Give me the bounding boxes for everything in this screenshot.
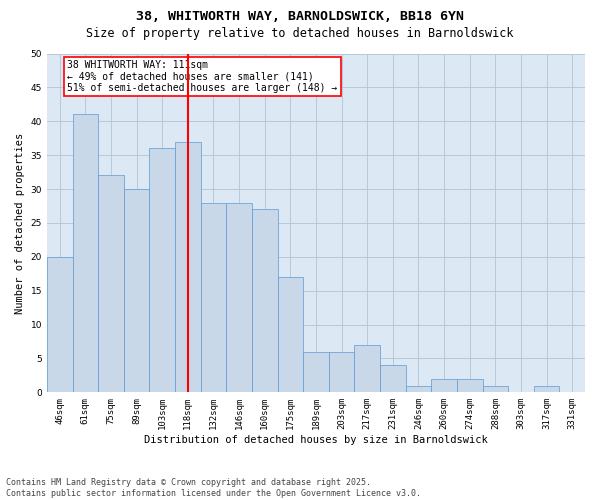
Text: 38 WHITWORTH WAY: 111sqm
← 49% of detached houses are smaller (141)
51% of semi-: 38 WHITWORTH WAY: 111sqm ← 49% of detach… bbox=[67, 60, 338, 94]
Bar bbox=[355, 345, 380, 393]
Bar bbox=[406, 386, 431, 392]
Text: 38, WHITWORTH WAY, BARNOLDSWICK, BB18 6YN: 38, WHITWORTH WAY, BARNOLDSWICK, BB18 6Y… bbox=[136, 10, 464, 23]
Bar bbox=[98, 176, 124, 392]
Bar bbox=[149, 148, 175, 392]
Bar bbox=[200, 202, 226, 392]
X-axis label: Distribution of detached houses by size in Barnoldswick: Distribution of detached houses by size … bbox=[144, 435, 488, 445]
Bar bbox=[303, 352, 329, 393]
Text: Size of property relative to detached houses in Barnoldswick: Size of property relative to detached ho… bbox=[86, 28, 514, 40]
Bar bbox=[175, 142, 200, 392]
Bar bbox=[457, 379, 482, 392]
Bar bbox=[380, 365, 406, 392]
Bar bbox=[278, 277, 303, 392]
Bar bbox=[226, 202, 252, 392]
Text: Contains HM Land Registry data © Crown copyright and database right 2025.
Contai: Contains HM Land Registry data © Crown c… bbox=[6, 478, 421, 498]
Bar bbox=[124, 189, 149, 392]
Bar bbox=[47, 257, 73, 392]
Bar bbox=[252, 210, 278, 392]
Bar bbox=[482, 386, 508, 392]
Bar bbox=[534, 386, 559, 392]
Y-axis label: Number of detached properties: Number of detached properties bbox=[15, 132, 25, 314]
Bar bbox=[73, 114, 98, 392]
Bar bbox=[431, 379, 457, 392]
Bar bbox=[329, 352, 355, 393]
